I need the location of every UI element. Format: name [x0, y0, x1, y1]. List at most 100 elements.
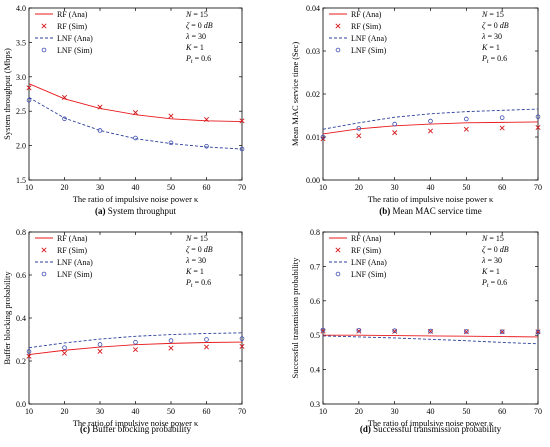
param-subscript: t [191, 283, 193, 289]
marker-rf-sim [239, 118, 245, 124]
y-tick-label: 0.6 [310, 297, 320, 306]
param-value: = 1 [191, 43, 204, 52]
marker-x-stroke [499, 125, 505, 131]
legend-label: RF (Ana) [57, 234, 88, 243]
legend-circle-swatch [335, 271, 341, 277]
y-tick-label: 0.03 [306, 47, 320, 56]
caption-text: Successful transmission probability [373, 424, 501, 434]
parameter-line5: Pt = 0.6 [185, 278, 211, 289]
x-tick-label: 40 [132, 407, 140, 416]
param-value: = 0.6 [193, 278, 212, 287]
x-axis-label: The ratio of impulsive noise power κ [368, 194, 494, 204]
y-tick-label: 0.4 [16, 314, 26, 323]
param-symbol: P [481, 54, 487, 63]
y-tick-label: 0.8 [16, 228, 26, 237]
marker-lnf-sim [133, 135, 138, 141]
legend-label: LNF (Sim) [57, 46, 93, 55]
legend-x-swatch [41, 23, 47, 29]
y-tick-label: 3.0 [16, 73, 26, 82]
parameter-block: N = 15ζ = 0 dBλ = 30K = 1Pt = 0.6 [185, 234, 213, 289]
parameter-line5: Pt = 0.6 [481, 54, 507, 65]
x-tick-label: 40 [427, 183, 435, 192]
parameter-block: N = 15ζ = 0 dBλ = 30K = 1Pt = 0.6 [481, 234, 509, 289]
parameter-line1: N = 15 [185, 10, 208, 19]
marker-x-stroke [26, 353, 32, 359]
x-tick-label: 20 [355, 183, 363, 192]
y-axis-label: Mean MAC service time (Sec) [290, 42, 300, 146]
x-tick-label: 40 [427, 407, 435, 416]
y-tick-label: 0.02 [306, 90, 320, 99]
marker-rf-sim [356, 133, 362, 139]
panel-caption: (b) Mean MAC service time [379, 206, 481, 216]
marker-x-stroke [463, 126, 469, 132]
marker-lnf-sim [535, 329, 541, 335]
marker-lnf-sim [62, 116, 67, 122]
x-tick-label: 30 [96, 407, 104, 416]
param-symbol: K [481, 43, 488, 52]
param-symbol: ζ [482, 21, 486, 30]
x-tick-label: 60 [203, 407, 211, 416]
marker-rf-sim [499, 125, 505, 131]
marker-lnf-sim [62, 345, 67, 350]
marker-lnf-sim [239, 146, 245, 152]
param-symbol: ζ [186, 21, 190, 30]
legend-x-swatch [41, 247, 47, 253]
param-value: = 1 [487, 43, 500, 52]
caption-text: Buffer blocking probability [92, 424, 191, 434]
parameter-line3: λ = 30 [481, 256, 502, 265]
marker-rf-sim [392, 130, 398, 136]
series-line-rf-ana- [322, 121, 539, 135]
marker-lnf-sim [133, 339, 138, 345]
x-tick-label: 30 [391, 407, 399, 416]
legend-x-swatch [335, 247, 341, 253]
legend: RF (Ana) RF (Sim) LNF (Ana) LNF (Sim) [329, 10, 387, 55]
caption-tag: (d) [360, 424, 373, 434]
legend: RF (Ana) RF (Sim) LNF (Ana) LNF (Sim) [35, 234, 93, 279]
y-tick-label: 0.8 [310, 228, 320, 237]
marker-lnf-sim [499, 329, 505, 335]
series-line-rf-ana- [28, 83, 243, 122]
marker-lnf-sim [204, 143, 209, 149]
parameter-line2: ζ = 0 dB [186, 21, 213, 30]
parameter-line3: λ = 30 [481, 32, 502, 41]
marker-rf-sim [463, 126, 469, 132]
caption-tag: (b) [379, 206, 392, 216]
series-line-lnf-ana- [322, 335, 539, 345]
marker-lnf-sim [356, 328, 362, 333]
series-line-lnf-ana- [28, 332, 243, 349]
param-value: = 0.6 [489, 278, 508, 287]
param-symbol: K [185, 43, 192, 52]
y-tick-label: 0.2 [16, 357, 26, 366]
marker-x-stroke [239, 343, 245, 349]
param-symbol: P [185, 278, 191, 287]
y-tick-label: 0.3 [310, 400, 320, 409]
param-symbol: λ [481, 32, 486, 41]
y-tick-label: 0.0 [16, 400, 26, 409]
y-tick-label: 1.5 [16, 176, 26, 185]
parameter-line4: K = 1 [481, 267, 500, 276]
marker-rf-sim [26, 85, 32, 91]
param-symbol: P [185, 54, 191, 63]
param-value: = 15 [191, 234, 208, 243]
param-unit: dB [204, 21, 213, 30]
param-value: = 30 [189, 32, 206, 41]
legend-circle-swatch [41, 271, 47, 277]
marker-rf-sim [61, 350, 68, 356]
y-tick-label: 0.7 [310, 262, 320, 271]
param-unit: dB [500, 21, 509, 30]
marker-rf-sim [168, 345, 174, 351]
param-symbol: N [481, 234, 488, 243]
legend-label: RF (Sim) [351, 22, 381, 31]
parameter-line4: K = 1 [185, 43, 204, 52]
parameter-block: N = 15ζ = 0 dBλ = 30K = 1Pt = 0.6 [185, 10, 213, 65]
marker-lnf-sim [392, 121, 397, 127]
param-subscript: t [191, 59, 193, 65]
marker-x-stroke [132, 347, 139, 353]
caption-text: Mean MAC service time [393, 206, 482, 216]
marker-rf-sim [26, 353, 32, 359]
param-value: = 15 [191, 10, 208, 19]
y-tick-label: 2.5 [16, 107, 26, 116]
param-unit: dB [500, 245, 509, 254]
x-tick-label: 70 [238, 183, 246, 192]
parameter-line1: N = 15 [185, 234, 208, 243]
